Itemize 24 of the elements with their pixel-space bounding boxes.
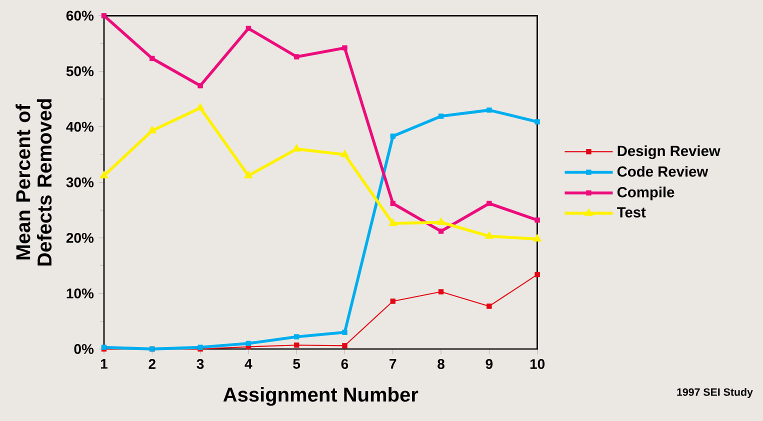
legend-label: Code Review (617, 166, 708, 177)
x-tick-label: 7 (390, 359, 396, 369)
x-tick-label: 3 (196, 359, 204, 369)
y-axis-title: Mean Percent of Defects Removed (16, 99, 52, 266)
x-tick-label: 10 (530, 359, 545, 369)
x-tick-label: 2 (148, 359, 156, 369)
legend-label: Design Review (618, 145, 720, 160)
y-tick-label: 60% (66, 10, 94, 21)
x-tick-label: 4 (244, 359, 252, 369)
y-tick-label: 50% (66, 66, 94, 76)
y-tick-label: 0% (74, 344, 94, 354)
x-tick-label: 9 (486, 359, 493, 369)
text: 1997 SEI Study (677, 388, 753, 398)
y-tick-label: 10% (66, 288, 94, 298)
x-tick-label: 1 (100, 359, 108, 369)
x-tick-label: 8 (438, 359, 444, 369)
legend-label: Compile (617, 186, 674, 200)
legend-label: Test (617, 207, 646, 218)
y-tick-label: 40% (66, 122, 94, 132)
x-tick-label: 5 (293, 359, 300, 369)
x-axis-title: Assignment Number (223, 387, 418, 406)
y-tick-label: 30% (66, 177, 94, 188)
x-tick-label: 6 (341, 359, 348, 369)
y-tick-label: 20% (66, 232, 94, 243)
